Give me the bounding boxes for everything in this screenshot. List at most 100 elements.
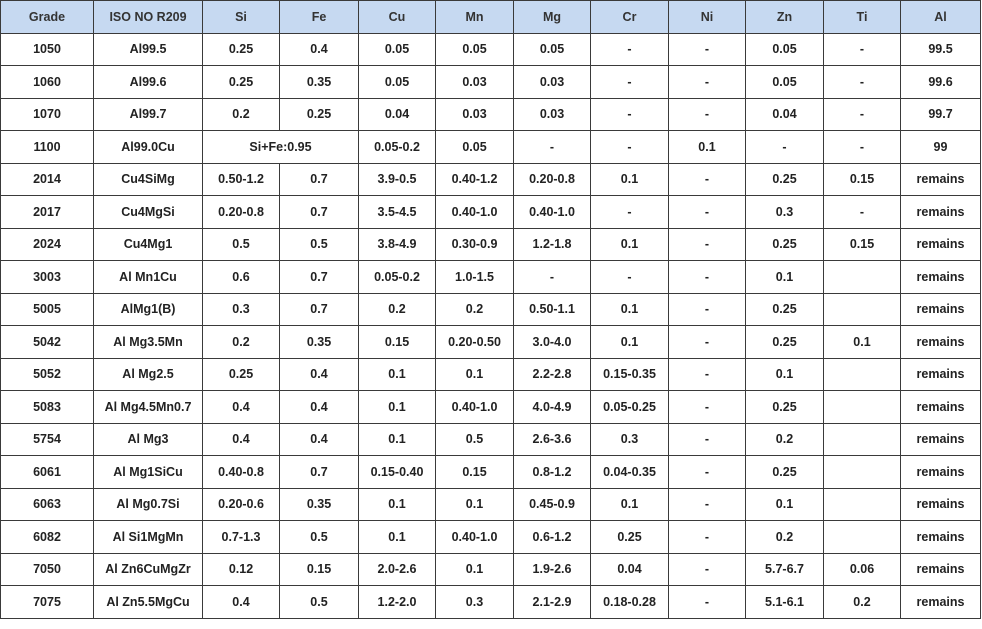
table-cell: - [590,97,669,131]
table-cell: - [823,65,901,99]
table-cell: Al Zn5.5MgCu [93,585,203,619]
table-cell: 3.9-0.5 [358,162,436,196]
table-cell: 0.45-0.9 [513,487,591,521]
table-cell: 0.05 [513,32,591,66]
table-cell: 0.05 [358,32,436,66]
table-row: 1070 Al99.7 0.2 0.25 0.04 0.03 0.03- -0.04-99.7 [0,97,981,131]
grade-cell: 1070 [0,97,94,131]
table-row: 1060 Al99.6 0.25 0.35 0.05 0.03 0.03- -0.05-99.… [0,65,981,99]
table-cell: 0.1 [358,357,436,391]
table-row: 2017 Cu4MgSi 0.20-0.8 0.7 3.5-4.5 0.40-1.0 0.4… [0,195,981,229]
table-row: 2014 Cu4SiMg 0.50-1.2 0.7 3.9-0.5 0.40-1.2 0.2… [0,162,981,196]
table-cell: 0.40-1.0 [513,195,591,229]
table-cell: 0.15 [435,455,514,489]
table-cell: 0.25 [745,162,824,196]
table-cell: 0.1 [745,357,824,391]
table-cell: 0.04 [745,97,824,131]
table-cell: 0.35 [279,65,359,99]
table-cell: remains [900,422,981,456]
table-cell: - [513,260,591,294]
table-cell: Cu4SiMg [93,162,203,196]
table-cell: 0.15 [823,162,901,196]
grade-cell: 2017 [0,195,94,229]
table-cell: 0.18-0.28 [590,585,669,619]
table-cell: 0.35 [279,325,359,359]
table-cell: 0.7 [279,195,359,229]
table-cell: remains [900,292,981,326]
table-cell: 0.05 [435,32,514,66]
table-row: 2024 Cu4Mg1 0.5 0.5 3.8-4.9 0.30-0.9 1.2-1.8 0.… [0,227,981,261]
table-cell: 0.03 [513,65,591,99]
table-cell [823,455,901,489]
table-cell: 0.1 [435,487,514,521]
table-cell: 0.20-0.8 [202,195,280,229]
column-header: Zn [745,0,824,34]
table-cell [823,487,901,521]
column-header: Ti [823,0,901,34]
table-cell: Al Mg3.5Mn [93,325,203,359]
table-cell: 0.7 [279,162,359,196]
table-cell: remains [900,195,981,229]
column-header: Cu [358,0,436,34]
table-row: 5052 Al Mg2.5 0.25 0.4 0.1 0.1 2.2-2.8 0.15-0.3… [0,357,981,391]
table-cell: 0.3 [435,585,514,619]
table-cell: 0.7-1.3 [202,520,280,554]
table-cell: remains [900,227,981,261]
table-cell: - [668,455,746,489]
table-cell: remains [900,162,981,196]
table-row: 1100 Al99.0Cu Si+Fe:0.95 0.05-0.2 0.05- -0.1-… [0,130,981,164]
table-cell: - [668,520,746,554]
table-cell: remains [900,357,981,391]
header-row: Grade ISO NO R209 Si Fe Cu Mn Mg Cr Ni Zn Ti Al [0,0,981,34]
table-cell: Al Zn6CuMgZr [93,552,203,586]
table-cell: 0.2 [202,97,280,131]
table-cell: 0.20-0.50 [435,325,514,359]
table-cell: 2.0-2.6 [358,552,436,586]
grade-cell: 5005 [0,292,94,326]
grade-cell: 7075 [0,585,94,619]
table-cell: remains [900,390,981,424]
table-cell: Al Mn1Cu [93,260,203,294]
table-cell: 0.4 [279,390,359,424]
table-cell: - [668,325,746,359]
table-cell: 0.8-1.2 [513,455,591,489]
table-cell: 0.40-1.0 [435,390,514,424]
table-cell: - [668,390,746,424]
table-cell: Al Mg2.5 [93,357,203,391]
table-cell: 0.04-0.35 [590,455,669,489]
table-cell: Al99.7 [93,97,203,131]
table-cell: 0.15 [358,325,436,359]
column-header: Mn [435,0,514,34]
table-cell: 0.40-1.2 [435,162,514,196]
table-row: 1050 Al99.5 0.25 0.4 0.05 0.05 0.05- -0.05-99.5 [0,32,981,66]
table-cell [823,292,901,326]
table-cell: 0.06 [823,552,901,586]
table-cell: - [668,585,746,619]
table-cell: 0.25 [745,292,824,326]
column-header: Mg [513,0,591,34]
table-cell: 0.4 [202,390,280,424]
table-cell: 0.1 [358,487,436,521]
table-cell: Al99.6 [93,65,203,99]
table-cell: remains [900,260,981,294]
table-cell: 0.03 [513,97,591,131]
table-cell: 0.20-0.6 [202,487,280,521]
table-row: 5083 Al Mg4.5Mn0.7 0.4 0.4 0.1 0.40-1.0 4.0-4.… [0,390,981,424]
table-cell: 0.30-0.9 [435,227,514,261]
table-cell: 4.0-4.9 [513,390,591,424]
table-cell: 0.1 [590,325,669,359]
table-cell: 0.6 [202,260,280,294]
grade-cell: 2014 [0,162,94,196]
table-cell: 99 [900,130,981,164]
table-row: 5042 Al Mg3.5Mn 0.2 0.35 0.15 0.20-0.50 3.0-4.… [0,325,981,359]
grade-cell: 6082 [0,520,94,554]
table-cell: 3.0-4.0 [513,325,591,359]
table-cell: 0.3 [745,195,824,229]
table-cell: 0.4 [279,32,359,66]
table-cell: 0.7 [279,455,359,489]
table-cell: 0.05 [358,65,436,99]
table-cell: 0.5 [435,422,514,456]
table-cell: 2.6-3.6 [513,422,591,456]
table-cell: 0.12 [202,552,280,586]
table-row: 7075 Al Zn5.5MgCu 0.4 0.5 1.2-2.0 0.3 2.1-2.9 0… [0,585,981,619]
